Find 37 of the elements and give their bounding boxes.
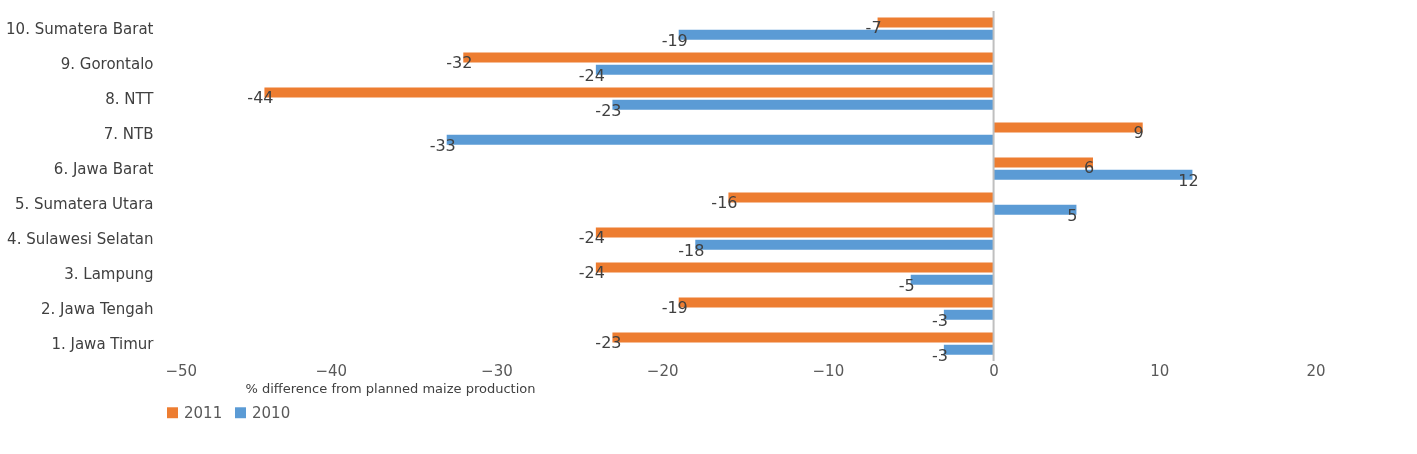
- y-tick-label: 10. Sumatera Barat: [6, 19, 154, 38]
- x-tick-label: −20: [646, 361, 679, 380]
- data-label: 6: [1083, 158, 1095, 178]
- data-label: -44: [247, 88, 274, 108]
- y-tick-label: 1. Jawa Timur: [51, 334, 155, 353]
- data-label: -23: [595, 333, 622, 353]
- x-tick-label: −30: [481, 361, 513, 380]
- data-label: -24: [578, 263, 605, 283]
- data-label: -19: [661, 298, 688, 318]
- x-tick-label: −10: [812, 361, 845, 380]
- y-tick-label: 5. Sumatera Utara: [14, 194, 154, 213]
- x-tick-label: −40: [315, 361, 348, 380]
- data-label: -24: [578, 228, 605, 248]
- data-label: -5: [898, 275, 915, 295]
- y-tick-label: 2. Jawa Tengah: [41, 299, 154, 318]
- x-tick-label: 0: [989, 361, 999, 380]
- x-tick-label: −50: [165, 361, 198, 380]
- data-label: -3: [931, 310, 948, 330]
- x-tick-label: 10: [1150, 361, 1170, 380]
- data-label: -3: [931, 345, 948, 365]
- y-tick-label: 9. Gorontalo: [60, 54, 154, 73]
- x-tick-label: 20: [1306, 361, 1326, 380]
- y-tick-label: 4. Sulawesi Selatan: [7, 229, 154, 248]
- y-tick-label: 3. Lampung: [64, 264, 154, 283]
- data-label: -16: [711, 193, 738, 213]
- data-label: -23: [595, 100, 622, 120]
- y-tick-label: 6. Jawa Barat: [53, 159, 154, 178]
- legend-label: 2011: [184, 403, 223, 422]
- data-label: -24: [578, 65, 605, 85]
- y-tick-label: 7. NTB: [103, 124, 154, 143]
- x-axis-title: % difference from planned maize production: [245, 380, 536, 396]
- data-label: -19: [661, 30, 688, 50]
- data-label: -33: [429, 135, 456, 155]
- y-tick-label: 8. NTT: [105, 89, 155, 108]
- legend-label: 2010: [252, 403, 291, 422]
- data-label: -18: [678, 240, 705, 260]
- data-label: -32: [446, 53, 473, 73]
